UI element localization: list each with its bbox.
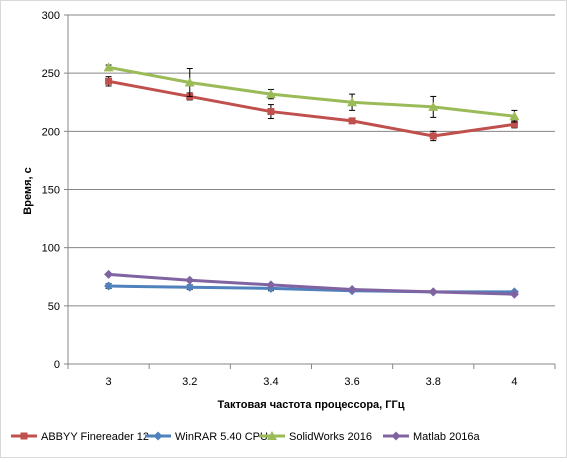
x-tick-label: 3.4	[263, 376, 278, 388]
data-point	[104, 281, 114, 291]
data-point	[347, 285, 357, 295]
legend-marker	[267, 431, 277, 440]
y-tick-label: 50	[48, 301, 60, 313]
legend-label: WinRAR 5.40 CPU	[175, 431, 268, 443]
axes: 0 50 100 150 200 250 300 3 3.2 3.4 3.6 3.8 4	[42, 10, 556, 388]
data-point	[266, 280, 276, 290]
legend-label: Matlab 2016a	[413, 431, 481, 443]
data-point	[348, 117, 356, 125]
x-tick-label: 3.2	[182, 376, 197, 388]
legend-marker	[20, 432, 28, 440]
y-tick-label: 0	[54, 359, 60, 371]
y-tick-label: 100	[42, 243, 60, 255]
legend-marker	[391, 431, 401, 441]
x-tick-label: 4	[511, 376, 517, 388]
y-tick-label: 300	[42, 10, 60, 22]
legend-label: ABBYY Finereader 12	[41, 431, 149, 443]
data-point	[509, 111, 520, 121]
series-winrar-5-40-cpu	[104, 281, 519, 297]
series-line	[108, 79, 515, 138]
data-point	[105, 77, 113, 85]
legend-marker	[153, 431, 163, 441]
x-tick-label: 3.8	[426, 376, 441, 388]
data-series	[103, 62, 520, 299]
y-tick-label: 150	[42, 185, 60, 197]
data-point	[265, 89, 276, 99]
data-point	[510, 120, 518, 128]
data-point	[509, 289, 519, 299]
legend-item: ABBYY Finereader 12	[11, 431, 149, 443]
legend-item: Matlab 2016a	[383, 431, 481, 443]
data-point	[429, 132, 437, 140]
y-tick-label: 200	[42, 126, 60, 138]
data-point	[428, 287, 438, 297]
legend-item: SolidWorks 2016	[259, 431, 372, 443]
series-matlab-2016a	[104, 269, 519, 299]
x-tick-label: 3	[106, 376, 112, 388]
data-point	[184, 77, 195, 87]
data-point	[267, 108, 275, 116]
data-point	[185, 282, 195, 292]
series-abbyy-finereader-12	[105, 76, 518, 142]
series-line	[108, 65, 515, 118]
x-tick-label: 3.6	[344, 376, 359, 388]
series-line	[108, 272, 515, 296]
data-point	[347, 97, 358, 107]
y-axis-title: Время, с	[22, 167, 34, 214]
legend-item: WinRAR 5.40 CPU	[145, 431, 268, 443]
legend-label: SolidWorks 2016	[289, 431, 372, 443]
data-point	[103, 62, 114, 72]
legend: ABBYY Finereader 12 WinRAR 5.40 CPU SolidW…	[11, 431, 481, 443]
y-tick-label: 250	[42, 68, 60, 80]
x-axis-title: Тактовая частота процессора, ГГц	[217, 399, 404, 411]
data-point	[428, 101, 439, 111]
gridlines	[68, 14, 555, 307]
data-point	[185, 275, 195, 285]
data-point	[104, 269, 114, 279]
series-solidworks-2016	[103, 62, 520, 123]
